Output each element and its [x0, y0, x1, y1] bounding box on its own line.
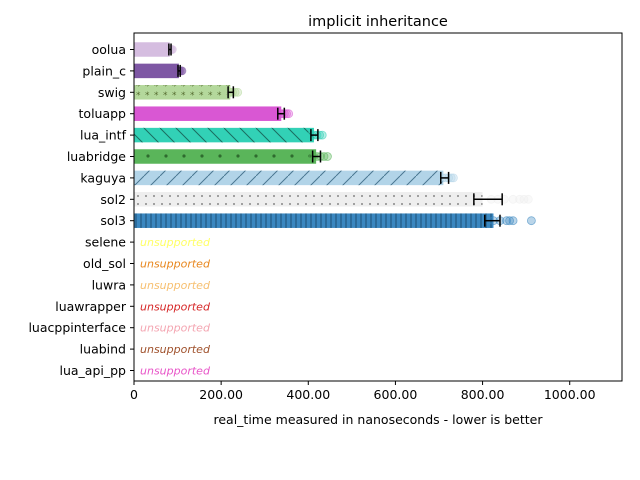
x-tick-label: 600.00 [374, 387, 418, 402]
sample-point [233, 87, 243, 97]
unsupported-label: unsupported [140, 279, 211, 292]
y-tick-label: luabridge [67, 149, 126, 164]
y-tick-label: old_sol [83, 256, 126, 271]
sample-point [523, 194, 533, 204]
bar-hatch [134, 192, 483, 207]
sample-point [323, 152, 332, 161]
y-tick-label: swig [98, 85, 126, 100]
sample-point [317, 130, 327, 140]
bar-hatch [134, 127, 314, 143]
sample-point [448, 173, 458, 183]
x-axis: 0 200.00 400.00 600.00 800.00 1000.00 [130, 381, 596, 402]
x-tick-label: 400.00 [286, 387, 330, 402]
y-tick-label: selene [85, 235, 126, 250]
bar-plain_c [134, 63, 179, 79]
y-tick-label: luacppinterface [28, 320, 126, 335]
unsupported-label: unsupported [140, 365, 211, 378]
y-tick-label: luawrapper [55, 299, 127, 314]
x-tick-label: 1000.00 [544, 387, 596, 402]
unsupported-label: unsupported [140, 343, 211, 356]
y-tick-label: lua_intf [80, 128, 127, 143]
unsupported-label: unsupported [140, 300, 211, 313]
y-tick-label: sol2 [100, 192, 126, 207]
unsupported-label: unsupported [140, 236, 211, 249]
sample-point [505, 216, 514, 226]
sample-point [284, 109, 294, 119]
plot-frame [133, 32, 623, 382]
sample-point [508, 194, 518, 204]
y-tick-label: luwra [92, 277, 126, 292]
y-tick-label: toluapp [79, 106, 127, 121]
y-tick-label: oolua [92, 42, 126, 57]
chart-title: implicit inheritance [308, 14, 448, 30]
unsupported-label: unsupported [140, 322, 211, 335]
bar-hatch [134, 149, 317, 164]
sample-point [502, 216, 511, 226]
bar-toluapp [134, 106, 282, 121]
x-tick-label: 200.00 [199, 387, 243, 402]
y-tick-label: sol3 [100, 213, 126, 228]
sample-point [526, 216, 536, 226]
bar-hatch [134, 85, 231, 100]
bar-hatch [134, 170, 444, 186]
sample-point [508, 216, 518, 226]
x-axis-label: real_time measured in nanoseconds - lowe… [213, 412, 543, 427]
y-tick-label: plain_c [82, 63, 126, 78]
unsupported-label: unsupported [140, 258, 211, 271]
y-tick-label: luabind [80, 342, 126, 357]
plot-area: unsupported unsupported unsupported unsuppo… [134, 42, 536, 378]
bar-hatch [134, 213, 494, 228]
bar-oolua [134, 42, 170, 57]
x-tick-label: 0 [130, 387, 138, 402]
x-tick-label: 800.00 [461, 387, 505, 402]
y-tick-label: kaguya [80, 170, 126, 185]
y-tick-label: lua_api_pp [60, 363, 127, 378]
